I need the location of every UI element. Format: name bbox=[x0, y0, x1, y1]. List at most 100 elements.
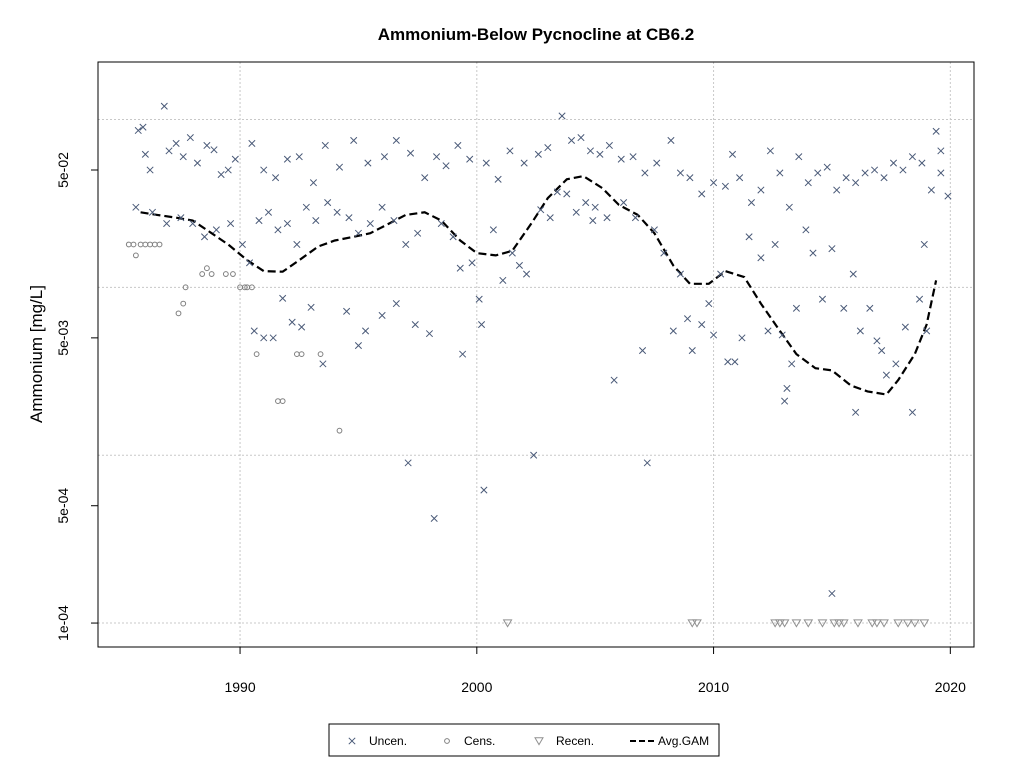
uncen-point bbox=[849, 270, 857, 278]
cens-point bbox=[293, 351, 300, 358]
uncen-point bbox=[582, 198, 590, 207]
uncen-point bbox=[617, 155, 625, 163]
uncen-point bbox=[873, 337, 881, 345]
uncen-point bbox=[643, 459, 651, 467]
uncen-point bbox=[295, 153, 303, 161]
uncen-point bbox=[163, 219, 171, 228]
uncen-point bbox=[480, 486, 488, 494]
legend-cens-swatch bbox=[444, 738, 450, 744]
uncen-point bbox=[293, 240, 301, 249]
uncen-point bbox=[231, 155, 239, 163]
uncen-point bbox=[908, 408, 916, 416]
uncen-point bbox=[364, 159, 372, 167]
uncen-point bbox=[738, 334, 746, 342]
y-tick-label: 1e-04 bbox=[55, 605, 71, 641]
uncen-point bbox=[546, 214, 554, 222]
uncen-point bbox=[160, 102, 168, 110]
uncen-point bbox=[610, 376, 618, 384]
uncen-point bbox=[139, 123, 147, 131]
uncen-point bbox=[653, 159, 661, 167]
uncen-point bbox=[605, 141, 613, 150]
cens-point bbox=[137, 241, 144, 248]
uncen-point bbox=[307, 303, 315, 311]
uncen-point bbox=[698, 321, 706, 329]
uncen-point bbox=[456, 264, 464, 272]
uncen-point bbox=[736, 174, 744, 182]
uncen-point bbox=[631, 214, 639, 222]
uncen-point bbox=[544, 144, 552, 152]
uncen-point bbox=[603, 214, 611, 222]
uncen-point bbox=[172, 139, 180, 147]
uncen-point bbox=[944, 192, 952, 200]
cens-point bbox=[222, 271, 229, 277]
uncen-point bbox=[245, 259, 254, 267]
recen-point bbox=[779, 619, 790, 628]
recen-point bbox=[502, 619, 513, 628]
chart-title: Ammonium-Below Pycnocline at CB6.2 bbox=[378, 25, 694, 44]
recen-point bbox=[919, 619, 930, 628]
uncen-point bbox=[177, 214, 185, 222]
uncen-point bbox=[333, 208, 341, 216]
plot-frame bbox=[97, 61, 975, 648]
y-axis: 1e-04 5e-04 5e-03 5e-02 bbox=[55, 152, 98, 641]
cens-point bbox=[248, 284, 255, 291]
recen-point bbox=[687, 619, 698, 628]
uncen-point bbox=[785, 203, 793, 211]
uncen-point bbox=[302, 203, 310, 211]
x-tick-label: 2010 bbox=[698, 679, 729, 695]
uncen-point bbox=[494, 175, 502, 183]
uncen-point bbox=[688, 347, 696, 355]
cens-point bbox=[275, 398, 281, 405]
x-axis: 1990 2000 2010 2020 bbox=[224, 647, 966, 695]
uncen-point bbox=[442, 162, 450, 170]
uncen-point bbox=[667, 136, 675, 145]
uncen-point bbox=[795, 153, 803, 161]
cens-point bbox=[125, 241, 132, 248]
cens-point bbox=[147, 241, 153, 248]
uncen-point bbox=[515, 261, 523, 270]
y-axis-label: Ammonium [mg/L] bbox=[27, 285, 46, 423]
legend-label: Recen. bbox=[556, 734, 594, 748]
uncen-point bbox=[269, 334, 277, 342]
uncen-point bbox=[638, 347, 647, 355]
uncen-point bbox=[840, 304, 848, 312]
cens-point bbox=[132, 252, 139, 259]
uncen-point bbox=[210, 146, 218, 154]
uncen-point bbox=[629, 153, 637, 161]
uncen-point bbox=[520, 159, 528, 167]
cens-point bbox=[241, 284, 248, 291]
recen-point bbox=[838, 619, 849, 628]
uncen-point bbox=[889, 159, 898, 167]
uncen-point bbox=[899, 166, 907, 174]
uncen-point bbox=[238, 240, 246, 249]
recen-point bbox=[791, 619, 802, 628]
uncen-point bbox=[882, 371, 890, 379]
uncen-point bbox=[676, 270, 684, 278]
uncen-point bbox=[350, 136, 358, 145]
cens-point bbox=[317, 351, 324, 358]
uncen-point bbox=[366, 219, 374, 228]
recen-point bbox=[692, 619, 702, 628]
recen-point bbox=[872, 619, 882, 628]
uncen-point bbox=[433, 153, 441, 161]
cens-point bbox=[180, 300, 187, 307]
uncen-point bbox=[193, 159, 201, 167]
uncen-point bbox=[920, 240, 928, 249]
recen-point bbox=[909, 619, 920, 628]
y-tick-label: 5e-03 bbox=[55, 320, 71, 356]
uncen-point bbox=[260, 166, 268, 174]
uncen-point bbox=[747, 198, 756, 207]
y-tick-label: 5e-04 bbox=[55, 488, 71, 524]
uncen-point bbox=[321, 141, 329, 150]
uncen-point bbox=[324, 198, 332, 207]
recen-point bbox=[770, 619, 780, 628]
uncen-point bbox=[771, 240, 779, 249]
cens-point bbox=[199, 271, 206, 277]
uncen-point bbox=[866, 304, 874, 312]
uncen-point bbox=[390, 216, 398, 225]
uncen-point bbox=[553, 188, 561, 196]
uncen-point bbox=[788, 360, 796, 368]
recen-point bbox=[803, 619, 814, 628]
x-tick-label: 1990 bbox=[224, 679, 255, 695]
uncen-point bbox=[298, 323, 306, 331]
